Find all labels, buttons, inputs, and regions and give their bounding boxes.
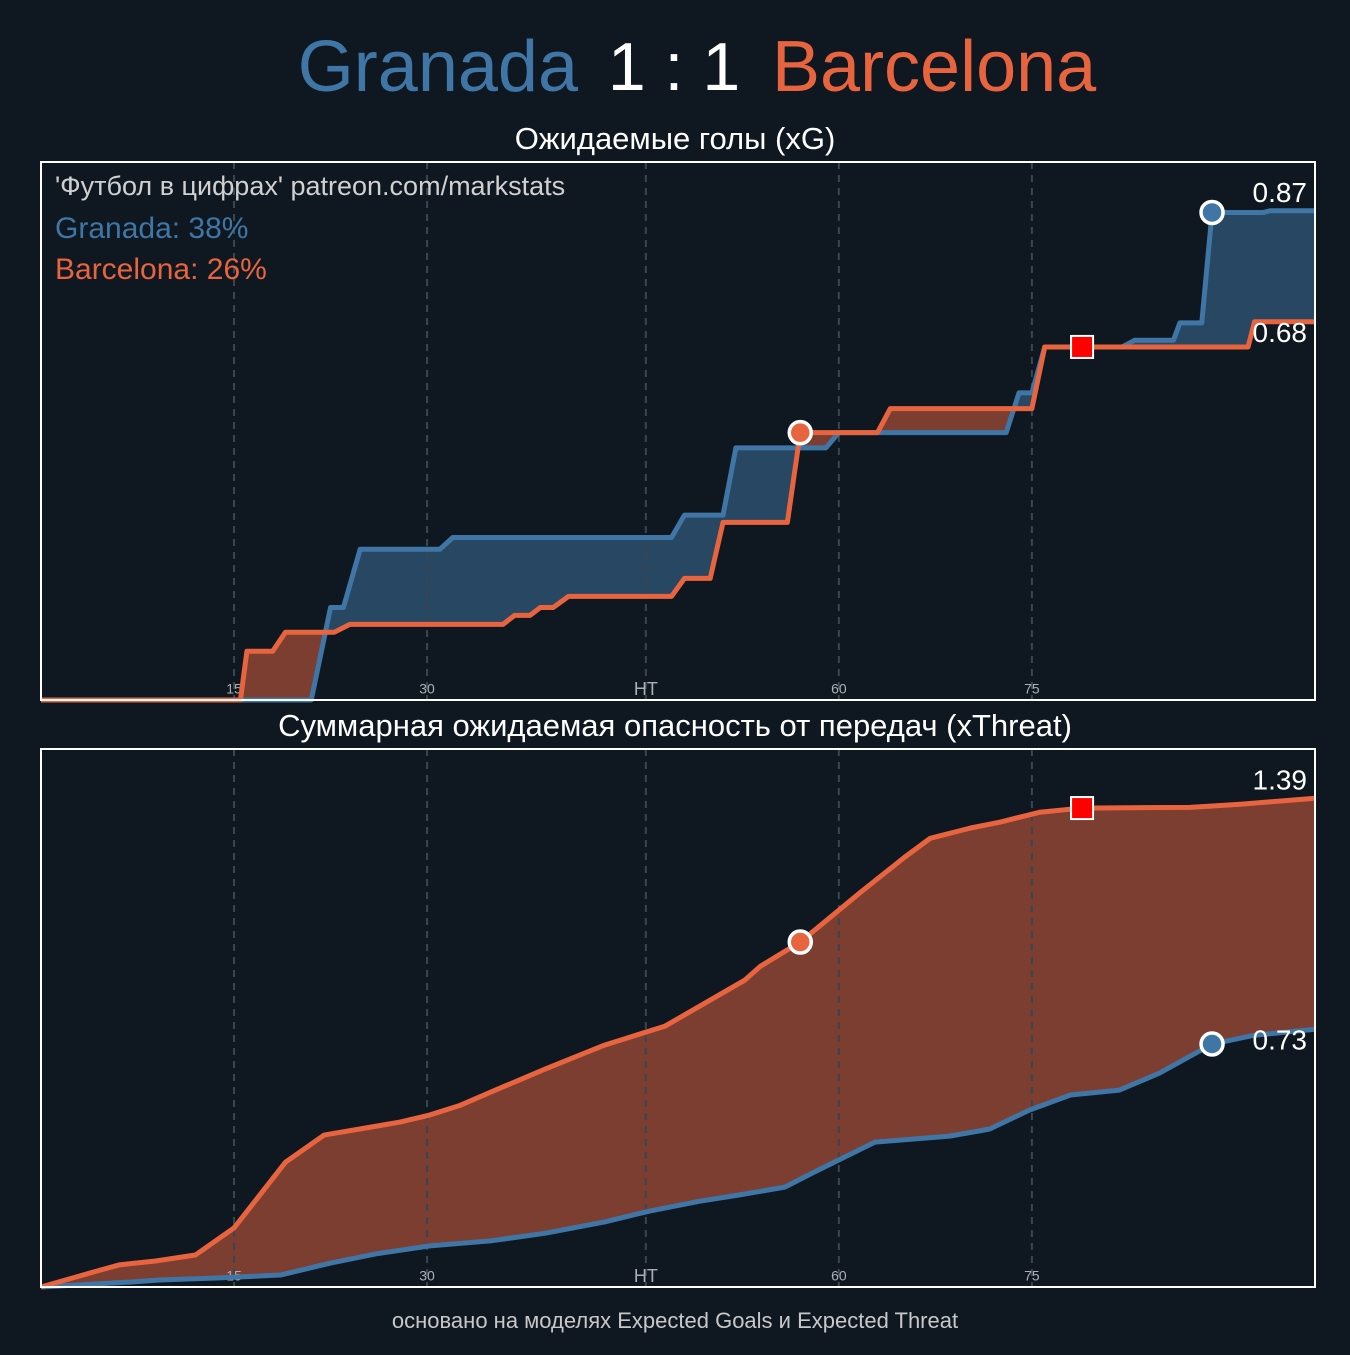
end-label: 0.68 xyxy=(1253,317,1308,348)
series-line xyxy=(41,319,1315,703)
footer: основано на моделях Expected Goals и Exp… xyxy=(392,1308,958,1333)
series-line xyxy=(40,795,1316,1290)
x-tick-label: 60 xyxy=(831,681,847,697)
x-tick-label: 15 xyxy=(226,681,242,697)
away-team: Barcelona xyxy=(772,27,1097,107)
fill-between xyxy=(41,798,1315,1287)
x-tick-label: 75 xyxy=(1024,681,1040,697)
plot-frame xyxy=(40,161,1316,701)
x-tick-label: HT xyxy=(634,1266,658,1286)
x-tick-label: 75 xyxy=(1024,1268,1040,1284)
annotation: 'Футбол в цифрах' patreon.com/markstats xyxy=(55,171,565,201)
event-marker xyxy=(1199,199,1225,226)
end-label: 1.39 xyxy=(1253,765,1308,796)
event-marker xyxy=(1199,1031,1225,1057)
score: 1 : 1 xyxy=(608,29,740,105)
event-marker xyxy=(787,929,814,955)
home-team: Granada xyxy=(298,27,579,107)
chart-title: Ожидаемые голы (xG) xyxy=(515,121,836,156)
event-marker xyxy=(1070,334,1095,359)
x-tick-label: 30 xyxy=(419,681,435,697)
end-label: 0.73 xyxy=(1253,1025,1308,1056)
x-tick-label: 30 xyxy=(419,1268,435,1284)
chart-title: Суммарная ожидаемая опасность от передач… xyxy=(278,708,1072,743)
fill-between xyxy=(41,321,1315,700)
plot-frame xyxy=(40,748,1316,1288)
end-label: 0.87 xyxy=(1253,177,1308,208)
series-line xyxy=(40,1026,1316,1290)
event-marker xyxy=(787,419,814,446)
x-tick-label: 60 xyxy=(831,1268,847,1284)
legend-entry: Granada: 38% xyxy=(55,212,248,245)
legend-entry: Barcelona: 26% xyxy=(55,253,267,286)
x-tick-label: HT xyxy=(634,679,658,699)
event-marker xyxy=(1070,796,1095,821)
series-line xyxy=(41,208,1315,703)
